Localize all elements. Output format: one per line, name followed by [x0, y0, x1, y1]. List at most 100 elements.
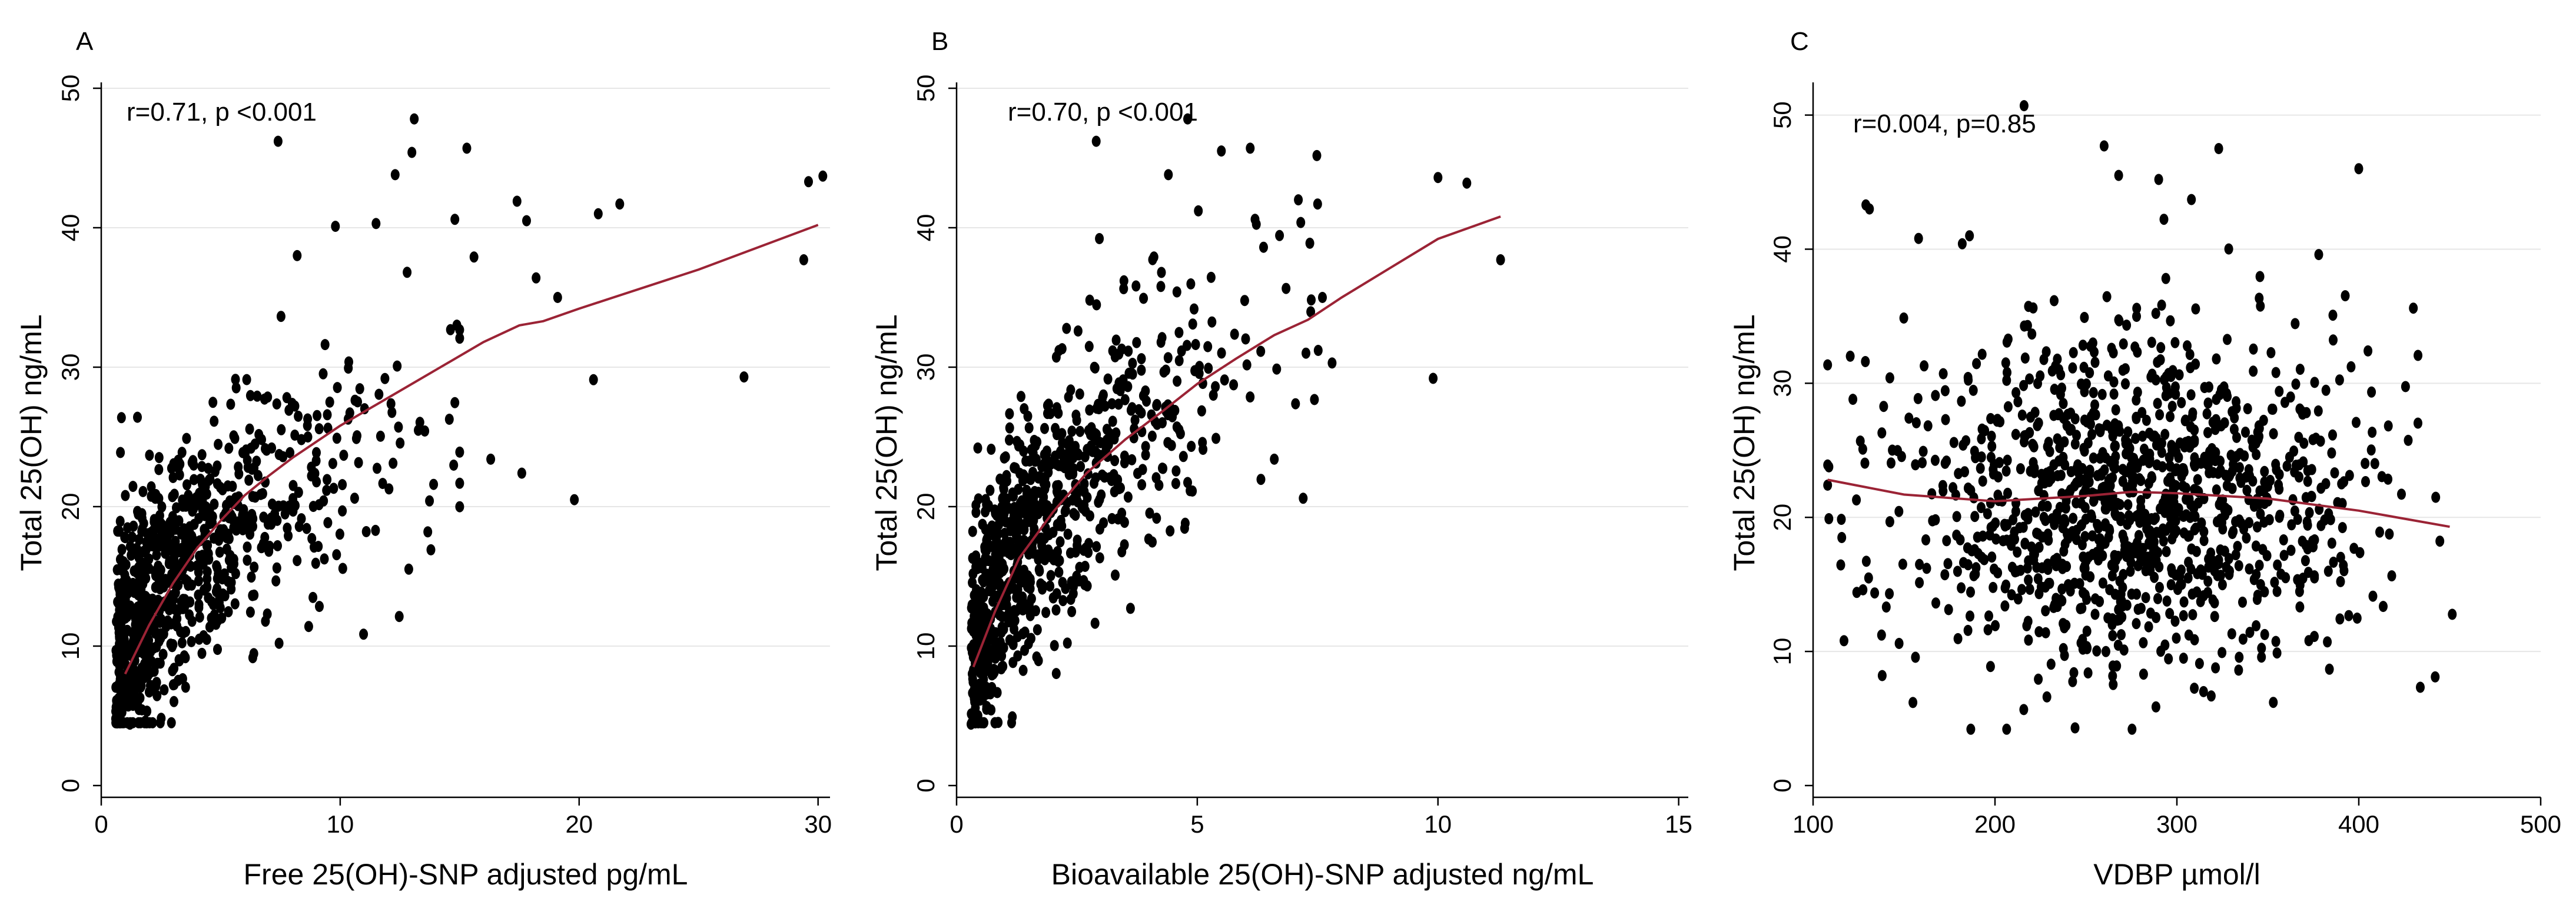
data-point [1938, 480, 1947, 491]
data-point [1113, 513, 1123, 525]
data-point [188, 457, 197, 468]
data-point [2114, 169, 2123, 181]
y-tick-label: 0 [912, 778, 940, 792]
data-point [980, 541, 990, 553]
data-point [1005, 434, 1014, 446]
data-point [323, 409, 332, 421]
data-point [172, 502, 181, 514]
data-point [2144, 478, 2153, 489]
data-point [2024, 555, 2033, 567]
data-point [139, 518, 148, 530]
data-point [166, 638, 175, 650]
axes: 0 5 10 15 0 10 20 30 40 50 [912, 75, 1692, 838]
data-point [2206, 690, 2216, 702]
data-point [1015, 497, 1025, 509]
data-point [1953, 633, 1963, 644]
data-point [2404, 434, 2413, 446]
data-point [212, 560, 221, 572]
data-point [2368, 427, 2377, 438]
data-point [2144, 621, 2153, 633]
data-point [2228, 483, 2237, 494]
data-point [2011, 428, 2020, 440]
data-point [2013, 396, 2023, 408]
data-point [148, 680, 157, 691]
data-point [2260, 465, 2269, 477]
data-point [1069, 508, 1078, 520]
data-point [2272, 647, 2282, 659]
lowess-fit [124, 224, 819, 675]
data-point [1840, 635, 1848, 647]
data-point [131, 611, 141, 623]
y-tick-label: 30 [1768, 370, 1796, 397]
data-point [2114, 420, 2123, 432]
data-point [1113, 474, 1123, 485]
data-point [1163, 352, 1173, 364]
data-point [1179, 451, 1188, 463]
data-point [242, 374, 251, 385]
data-point [2080, 312, 2089, 323]
data-point [380, 372, 390, 384]
data-point [1068, 588, 1078, 600]
data-point [2190, 634, 2199, 646]
data-point [1145, 507, 1154, 519]
data-point [124, 700, 133, 712]
data-point [455, 501, 464, 513]
data-point [182, 479, 191, 491]
data-point [997, 663, 1006, 675]
data-point [262, 444, 271, 456]
data-point [2044, 437, 2053, 448]
data-point [2142, 414, 2151, 426]
data-point [2039, 511, 2049, 523]
data-point [1983, 624, 1993, 635]
data-point [532, 272, 541, 284]
y-tick-label: 10 [1768, 638, 1796, 666]
data-point [1823, 359, 1833, 371]
data-point [2157, 447, 2166, 458]
y-tick-label: 10 [57, 633, 84, 660]
data-point [1018, 507, 1028, 518]
data-point [315, 601, 324, 613]
data-point [2034, 541, 2044, 553]
data-point [2310, 631, 2319, 643]
data-point [1188, 318, 1197, 330]
data-point [2150, 571, 2159, 583]
data-point [1023, 410, 1033, 422]
data-point [1206, 271, 1216, 283]
data-point [2090, 399, 2099, 411]
data-point [429, 478, 439, 490]
data-point [2253, 521, 2262, 533]
x-tick-label: 200 [1974, 810, 2016, 838]
data-point [1008, 657, 1018, 668]
data-point [2092, 645, 2102, 657]
data-point [1017, 391, 1025, 402]
data-point [1091, 135, 1101, 147]
data-point [2259, 414, 2268, 426]
data-point [2290, 318, 2300, 330]
data-point [985, 484, 995, 496]
data-point [2031, 506, 2040, 518]
data-point [111, 706, 120, 717]
data-point [2295, 601, 2305, 613]
data-point [2339, 565, 2349, 577]
data-point [1120, 539, 1129, 551]
data-point [2275, 468, 2284, 480]
data-point [1045, 580, 1055, 592]
data-point [2186, 563, 2196, 575]
data-point [157, 713, 166, 724]
data-point [2132, 411, 2141, 423]
data-point [2173, 584, 2182, 595]
data-point [2228, 465, 2237, 477]
data-point [1211, 432, 1221, 444]
data-point [195, 611, 204, 623]
data-point [1141, 449, 1150, 461]
data-point [2329, 557, 2338, 568]
data-point [998, 565, 1007, 577]
data-point [2197, 517, 2206, 529]
data-point [182, 432, 191, 444]
data-point [1005, 525, 1015, 537]
data-point [1327, 357, 1337, 369]
data-point [2295, 364, 2305, 375]
data-point [2088, 337, 2097, 349]
data-point [2285, 451, 2294, 463]
